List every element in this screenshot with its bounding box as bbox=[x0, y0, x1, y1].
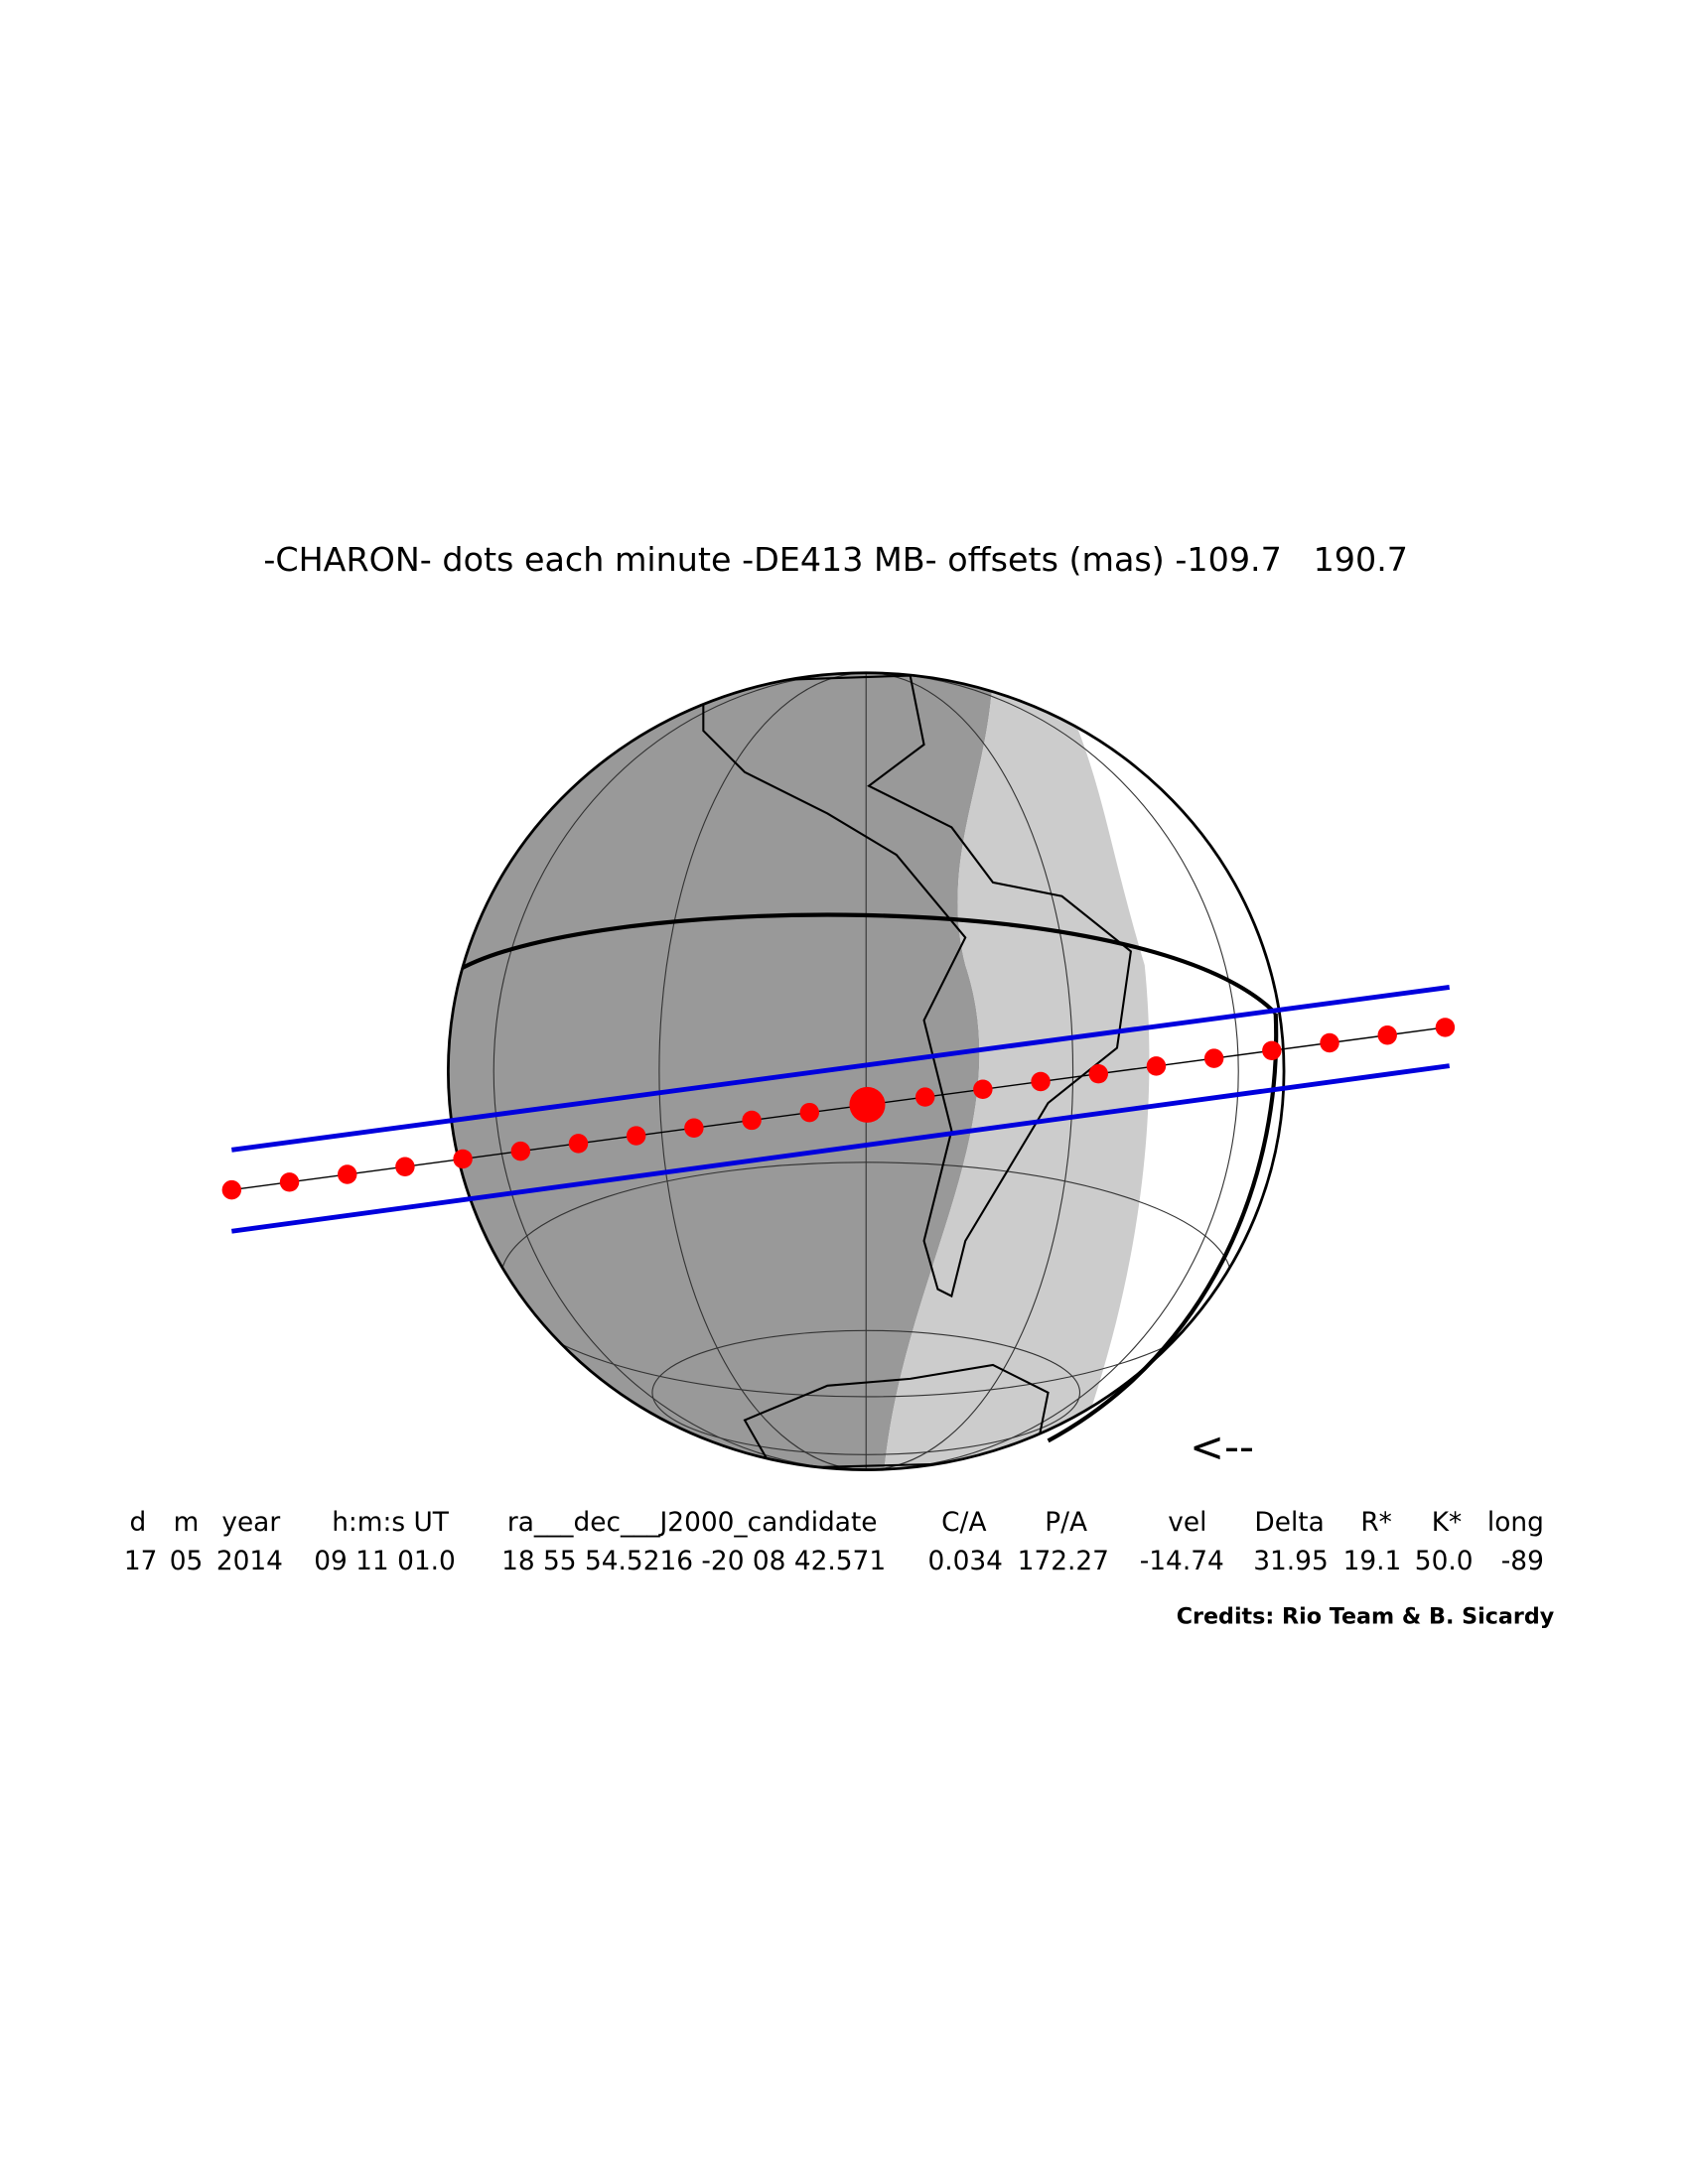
time-dot bbox=[1203, 1048, 1224, 1068]
time-dot bbox=[279, 1172, 300, 1192]
column-value: 17 bbox=[124, 1547, 158, 1576]
time-dot bbox=[453, 1149, 473, 1169]
time-dot bbox=[338, 1164, 357, 1184]
time-dot bbox=[684, 1118, 704, 1138]
column-header: Delta bbox=[1254, 1508, 1324, 1538]
time-dot bbox=[395, 1157, 415, 1176]
column-header: d bbox=[130, 1508, 147, 1538]
column-value: 31.95 bbox=[1253, 1547, 1329, 1576]
time-dot bbox=[742, 1110, 762, 1131]
time-dot bbox=[973, 1079, 993, 1100]
column-value: 19.1 bbox=[1343, 1547, 1402, 1576]
direction-arrow: <-- bbox=[1190, 1423, 1254, 1471]
column-header: R* bbox=[1360, 1508, 1392, 1538]
column-value: 09 11 01.0 bbox=[314, 1547, 456, 1576]
column-value: -89 bbox=[1501, 1547, 1544, 1576]
globe bbox=[448, 672, 1285, 1470]
column-header: m bbox=[174, 1508, 200, 1538]
time-dot bbox=[1031, 1071, 1051, 1092]
time-dot bbox=[221, 1179, 242, 1200]
time-dot bbox=[1435, 1018, 1456, 1037]
column-header: K* bbox=[1432, 1508, 1462, 1538]
column-value: 18 55 54.5216 -20 08 42.571 bbox=[501, 1547, 886, 1576]
time-dot bbox=[1320, 1032, 1339, 1053]
column-header: long bbox=[1487, 1508, 1544, 1538]
column-header: ra___dec___J2000_candidate bbox=[507, 1508, 878, 1538]
shadow-limit bbox=[231, 1063, 1451, 1234]
centerline bbox=[231, 1026, 1448, 1191]
column-value: 50.0 bbox=[1415, 1547, 1474, 1576]
column-header: h:m:s UT bbox=[332, 1508, 450, 1538]
column-value: 172.27 bbox=[1018, 1547, 1109, 1576]
time-dot bbox=[914, 1087, 935, 1107]
time-dot bbox=[799, 1102, 819, 1123]
time-dots bbox=[221, 1018, 1456, 1200]
time-dot bbox=[1088, 1063, 1108, 1084]
column-value: 2014 bbox=[216, 1547, 283, 1576]
column-value: 0.034 bbox=[927, 1547, 1003, 1576]
time-dot bbox=[1262, 1040, 1282, 1061]
column-value: 05 bbox=[170, 1547, 204, 1576]
time-dot bbox=[510, 1141, 531, 1161]
time-dot bbox=[568, 1134, 589, 1154]
credits: Credits: Rio Team & B. Sicardy bbox=[1177, 1604, 1555, 1630]
globe-limb bbox=[446, 671, 1286, 1471]
column-header: P/A bbox=[1045, 1508, 1087, 1538]
shadow-limit bbox=[231, 985, 1451, 1153]
event-table: d m year h:m:s UT ra___dec___J2000_candidate… bbox=[124, 1508, 1544, 1576]
column-header: year bbox=[221, 1508, 280, 1538]
column-header: vel bbox=[1168, 1508, 1206, 1538]
time-dot bbox=[1377, 1024, 1397, 1045]
time-dot bbox=[849, 1086, 886, 1123]
terminator bbox=[1047, 1013, 1279, 1443]
time-dot bbox=[1146, 1056, 1167, 1076]
time-dot bbox=[626, 1126, 646, 1146]
column-value: -14.74 bbox=[1140, 1547, 1224, 1576]
column-header: C/A bbox=[941, 1508, 986, 1538]
title: -CHARON- dots each minute -DE413 MB- off… bbox=[263, 540, 1408, 579]
